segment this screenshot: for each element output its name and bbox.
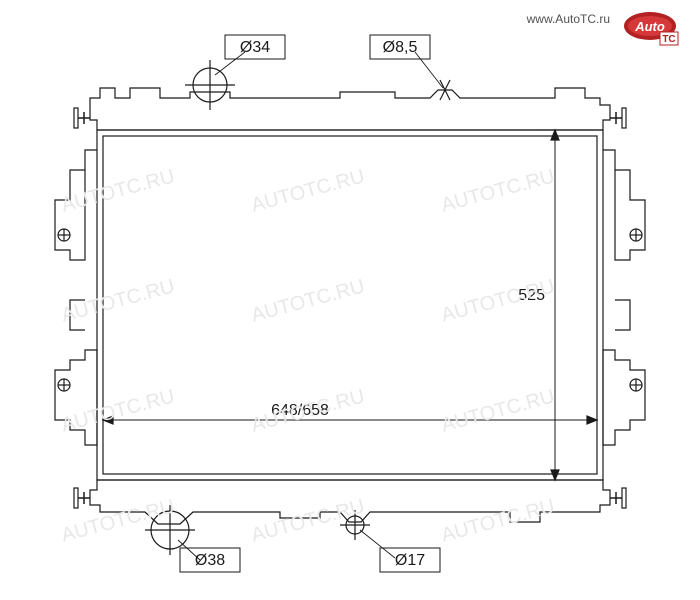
right-bracket-lower <box>603 350 645 445</box>
top-tank <box>90 88 610 130</box>
label-525: 525 <box>518 287 545 304</box>
svg-text:ТС: ТС <box>662 34 675 45</box>
diagram-canvas: AUTOTC.RUAUTOTC.RUAUTOTC.RUAUTOTC.RUAUTO… <box>0 0 700 600</box>
core-inner <box>103 136 597 474</box>
brand-logo: Auto ТС <box>620 8 680 48</box>
label-d17: Ø17 <box>395 552 425 569</box>
label-d38: Ø38 <box>195 552 225 569</box>
right-tab-1 <box>615 300 630 330</box>
left-tab-1 <box>70 300 85 330</box>
left-bracket-lower <box>55 350 97 445</box>
label-d34: Ø34 <box>240 39 270 56</box>
left-bracket-upper <box>55 150 97 260</box>
label-d85: Ø8,5 <box>383 39 418 56</box>
url-watermark: www.AutoTC.ru <box>527 12 610 26</box>
label-648: 648/658 <box>271 402 329 419</box>
core-outer <box>97 130 603 480</box>
right-bracket-upper <box>603 150 645 260</box>
radiator-drawing: Ø34 Ø8,5 525 648/658 Ø38 Ø17 <box>0 0 700 600</box>
